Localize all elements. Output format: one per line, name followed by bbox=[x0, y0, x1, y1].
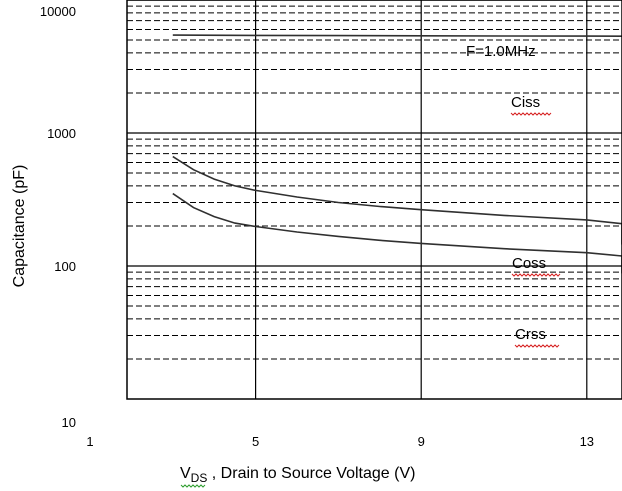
grid-layer bbox=[127, 0, 622, 399]
y-tick-label: 10000 bbox=[40, 4, 76, 19]
series-line-crss bbox=[172, 192, 622, 274]
series-line-coss bbox=[172, 155, 622, 245]
series-layer bbox=[172, 34, 622, 274]
tick-layer: 1591317212510100100010000 bbox=[40, 4, 594, 449]
x-tick-label: 9 bbox=[418, 434, 425, 449]
coss-annotation: Coss bbox=[511, 255, 561, 277]
coss-label: Coss bbox=[512, 255, 546, 272]
x-tick-label: 5 bbox=[252, 434, 259, 449]
x-tick-label: 1 bbox=[86, 434, 93, 449]
x-axis-title: VDS , Drain to Source Voltage (V) bbox=[180, 465, 415, 485]
x-axis-title-subscript: DS bbox=[191, 471, 208, 485]
x-axis-title-prefix: V bbox=[180, 465, 191, 482]
x-tick-label: 13 bbox=[580, 434, 594, 449]
crss-label: Crss bbox=[515, 326, 546, 343]
plot-frame bbox=[126, 0, 622, 400]
ciss-label: Ciss bbox=[511, 94, 540, 111]
frequency-annotation: F=1.0MHz bbox=[466, 43, 536, 60]
y-tick-label: 10 bbox=[62, 415, 76, 430]
crss-annotation: Crss bbox=[514, 326, 560, 348]
y-tick-label: 1000 bbox=[47, 126, 76, 141]
ciss-spellcheck-squiggle bbox=[510, 112, 552, 116]
coss-spellcheck-squiggle bbox=[511, 273, 561, 277]
vds-spellcheck-squiggle bbox=[180, 484, 206, 488]
series-line-ciss bbox=[172, 34, 622, 37]
y-tick-label: 100 bbox=[54, 259, 76, 274]
ciss-annotation: Ciss bbox=[510, 94, 552, 116]
x-axis-title-rest: , Drain to Source Voltage (V) bbox=[207, 465, 415, 482]
frequency-label: F=1.0MHz bbox=[466, 43, 536, 60]
y-axis-title: Capacitance (pF) bbox=[11, 165, 28, 288]
crss-spellcheck-squiggle bbox=[514, 344, 560, 348]
